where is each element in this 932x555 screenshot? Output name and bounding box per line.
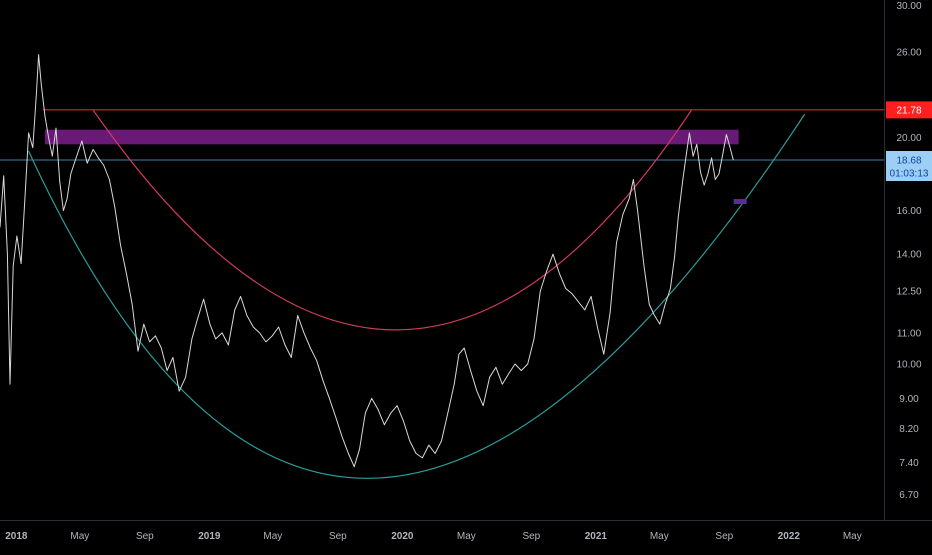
time-axis[interactable]: 2018 May Sep 2019 May Sep 2020 May Sep 2021 May Sep… (5, 531, 861, 542)
price-axis[interactable]: 30.00 26.00 20.00 16.00 14.00 12.50 11.00 10.00… (896, 1, 921, 501)
x-tick-label: 2022 (778, 531, 801, 542)
x-tick-label: Sep (522, 531, 540, 542)
inner-cup-curve (92, 109, 693, 331)
x-tick-label: May (70, 531, 89, 542)
x-tick-label: Sep (136, 531, 154, 542)
x-tick-label: May (843, 531, 862, 542)
resistance-zone (44, 129, 739, 145)
x-tick-label: May (457, 531, 476, 542)
x-tick-label: 2018 (5, 531, 28, 542)
y-tick-label: 30.00 (896, 1, 921, 12)
x-tick-label: Sep (715, 531, 733, 542)
x-tick-label: May (650, 531, 669, 542)
x-tick-label: 2019 (198, 531, 221, 542)
price-series-line (0, 54, 734, 468)
y-tick-label: 20.00 (896, 133, 921, 144)
horizontal-lines-layer (0, 109, 884, 161)
current-price-label: 18.68 (896, 156, 921, 167)
price-axis-labels: 21.78 18.68 01:03:13 (886, 101, 932, 181)
y-tick-label: 16.00 (896, 206, 921, 217)
price-series-layer (0, 54, 734, 468)
y-tick-label: 26.00 (896, 48, 921, 59)
y-tick-label: 10.00 (896, 359, 921, 370)
y-tick-label: 7.40 (899, 458, 919, 469)
resistance-zone-layer (44, 129, 739, 145)
current-price-badge (886, 151, 932, 181)
y-tick-label: 12.50 (896, 287, 921, 298)
outer-cup-curve (28, 113, 806, 479)
cup-curves-layer (28, 109, 806, 479)
small-marker (733, 199, 747, 205)
y-tick-label: 11.00 (897, 328, 922, 339)
y-tick-label: 9.00 (899, 394, 919, 405)
y-tick-label: 14.00 (896, 250, 921, 261)
y-tick-label: 8.20 (899, 424, 919, 435)
x-tick-label: May (263, 531, 282, 542)
resistance-price-label: 21.78 (896, 105, 921, 116)
countdown-label: 01:03:13 (890, 169, 929, 180)
marker-layer (733, 199, 747, 205)
x-tick-label: 2021 (585, 531, 608, 542)
x-tick-label: 2020 (391, 531, 414, 542)
y-tick-label: 6.70 (899, 490, 919, 501)
resistance-price-badge (886, 101, 932, 119)
x-tick-label: Sep (329, 531, 347, 542)
